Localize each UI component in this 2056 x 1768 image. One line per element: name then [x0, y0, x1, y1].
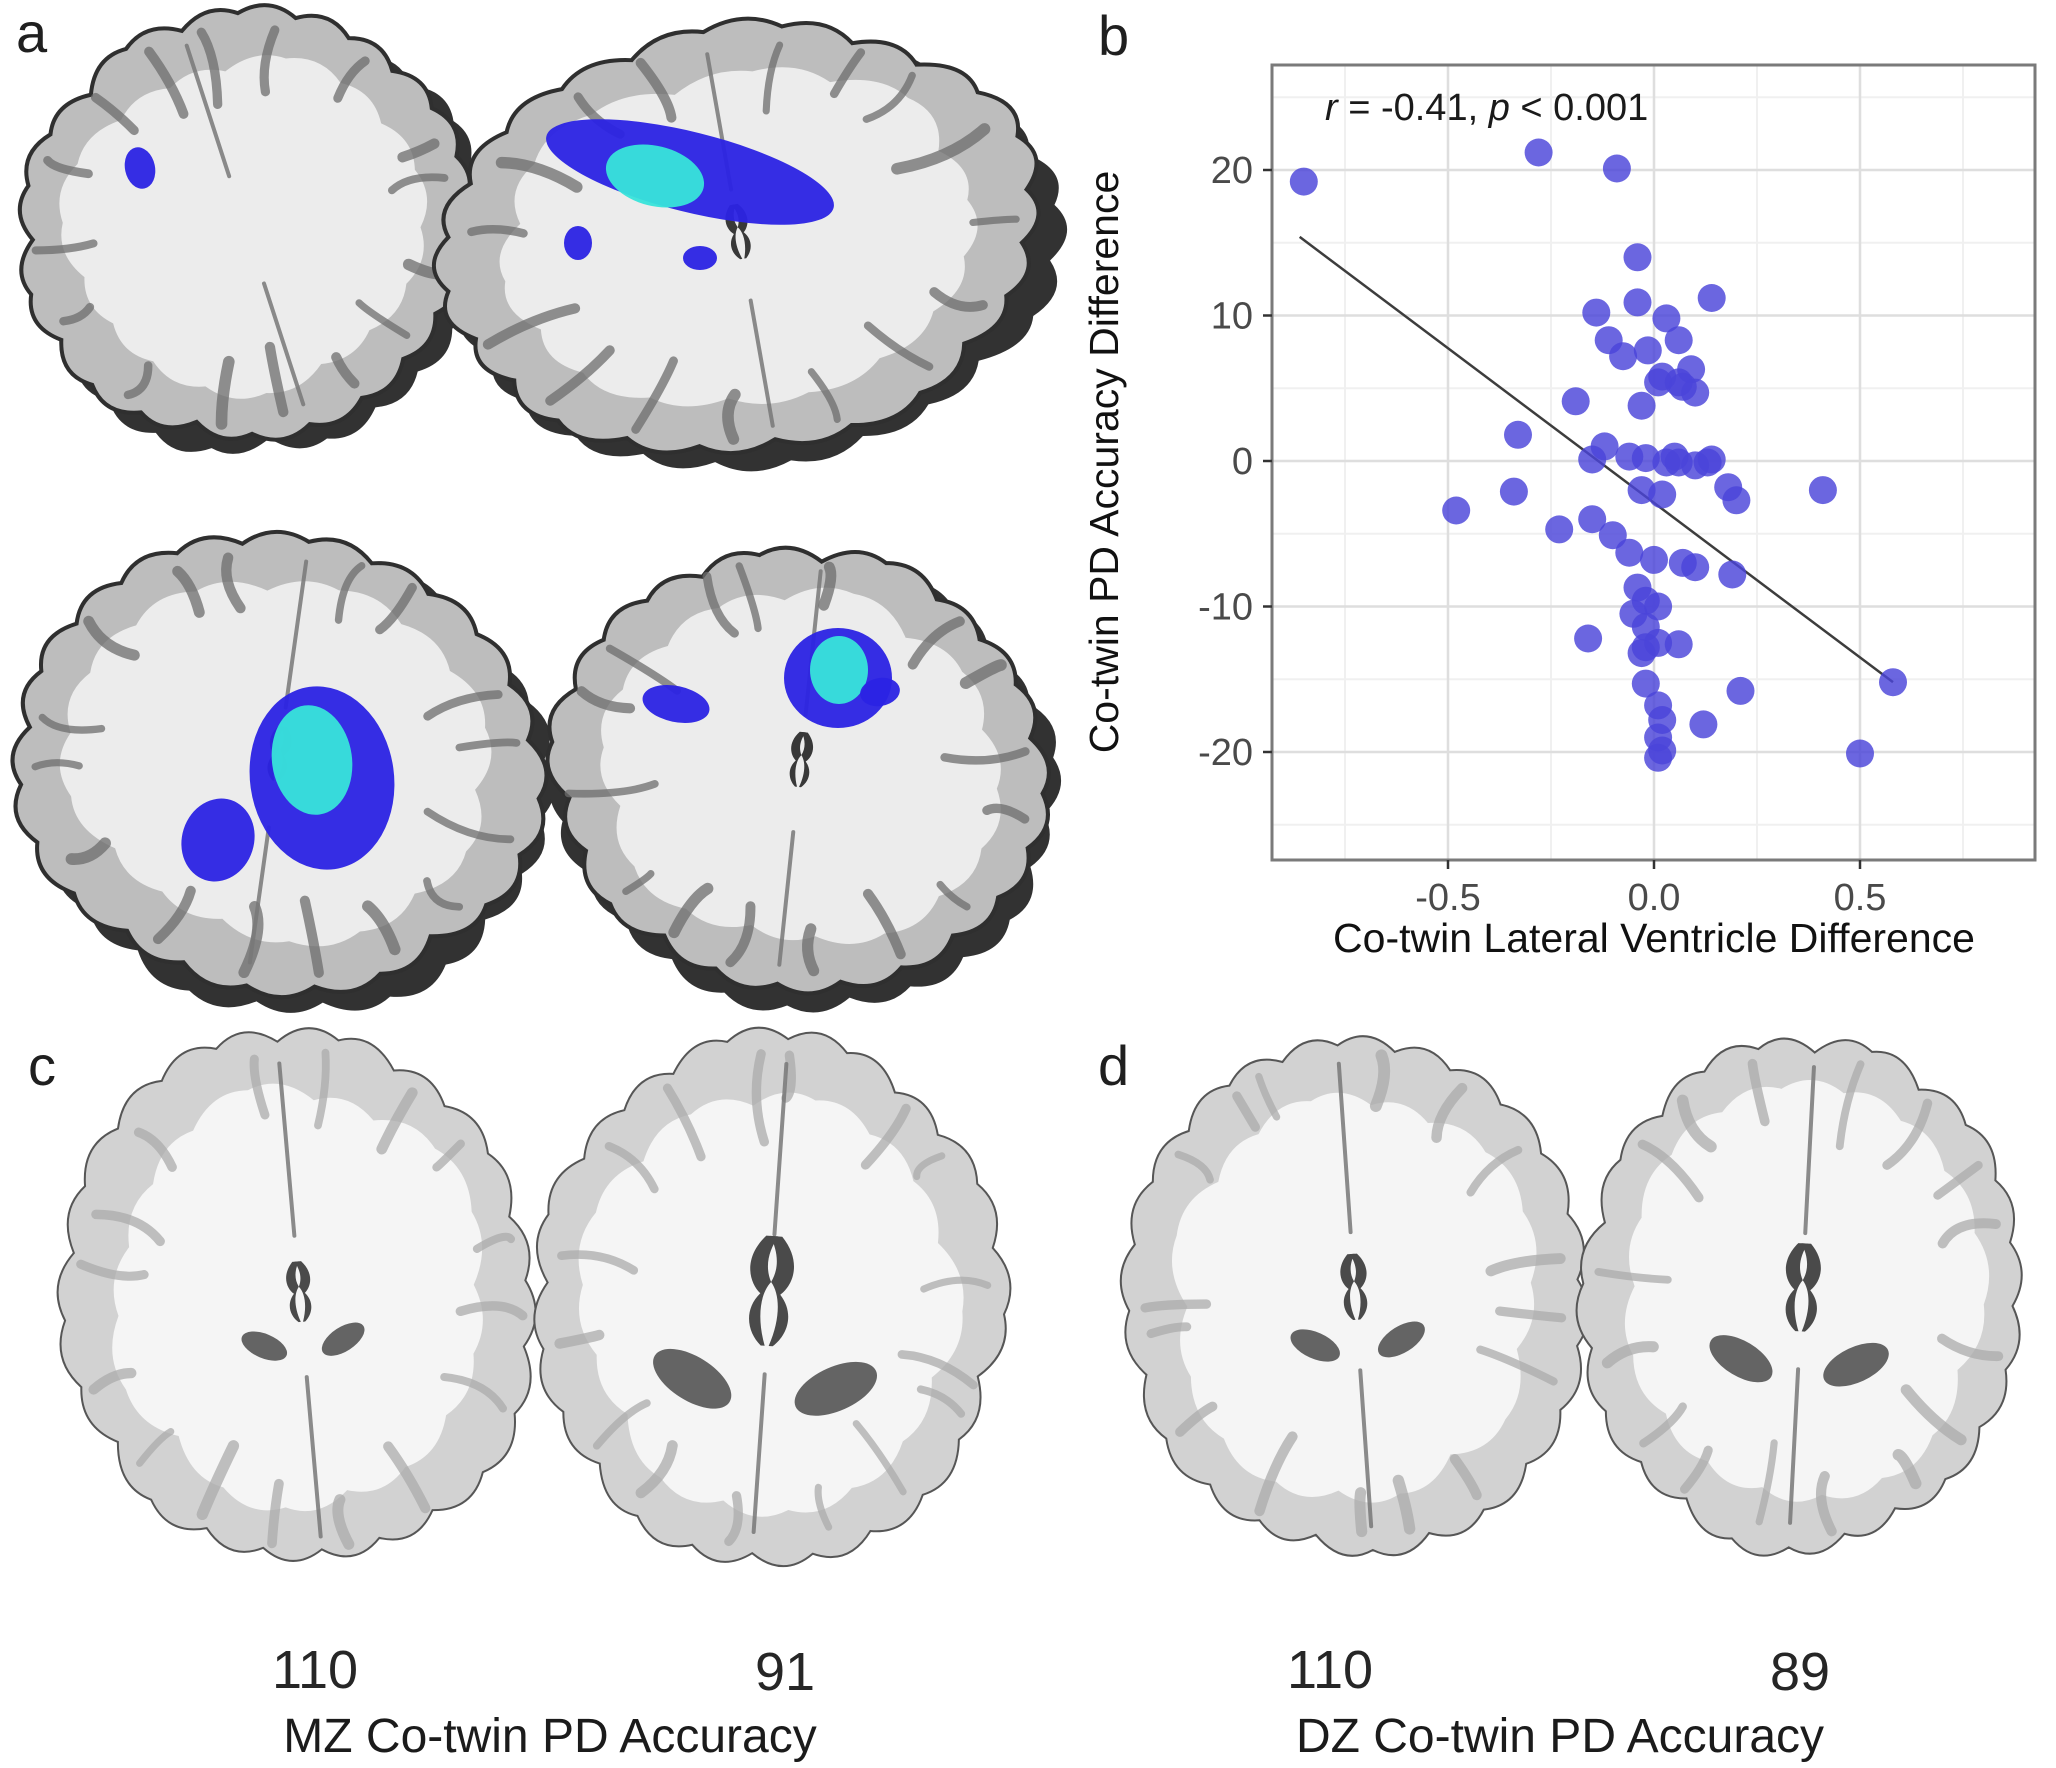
- y-tick-label: -20: [1198, 732, 1253, 774]
- brain-dz-110: [1119, 1035, 1590, 1557]
- data-point: [1644, 743, 1673, 772]
- panel-letter-a: a: [16, 1, 48, 64]
- data-point: [1289, 167, 1318, 196]
- data-point: [1664, 630, 1693, 659]
- data-point: [1697, 284, 1726, 312]
- data-point: [1652, 304, 1681, 333]
- panel-d-accuracy-left: 110: [1287, 1640, 1373, 1700]
- data-point: [1631, 633, 1660, 662]
- axis-ticks: -0.5 0.0 0.5 -20 -10 0 10 20: [1198, 150, 1886, 919]
- correlation-annotation: r = -0.41, p < 0.001: [1325, 87, 1648, 129]
- data-point: [1689, 710, 1718, 739]
- activation-cluster: [810, 636, 868, 704]
- data-point: [1648, 480, 1677, 509]
- data-point: [1609, 342, 1638, 371]
- data-point: [1442, 496, 1471, 525]
- data-point: [1722, 486, 1751, 515]
- data-point: [1615, 538, 1644, 567]
- x-tick-label: -0.5: [1415, 877, 1480, 919]
- data-point: [1726, 676, 1755, 705]
- panel-letter-b: b: [1098, 4, 1129, 67]
- lateral-ventricles: [789, 731, 814, 788]
- activation-cluster: [124, 147, 156, 189]
- x-tick-label: 0.5: [1834, 877, 1887, 919]
- data-point: [1631, 669, 1660, 698]
- data-point: [1545, 515, 1574, 544]
- data-point: [1574, 624, 1603, 653]
- y-tick-label: 0: [1232, 441, 1253, 483]
- lateral-ventricles: [241, 1261, 365, 1361]
- data-point: [1499, 477, 1528, 506]
- y-axis-title: Co-twin PD Accuracy Difference: [1081, 171, 1127, 754]
- p-symbol: p: [1488, 87, 1510, 129]
- activation-cluster: [642, 685, 710, 723]
- data-point: [1808, 476, 1837, 505]
- p-value: < 0.001: [1510, 87, 1648, 129]
- brain-slice-a2: [432, 16, 1068, 472]
- panel-c-accuracy-right: 91: [755, 1642, 815, 1702]
- data-point: [1644, 592, 1673, 621]
- panel-a-brain-overlays: [10, 3, 1068, 1013]
- lateral-ventricles: [653, 1235, 878, 1416]
- data-point: [1504, 420, 1532, 449]
- panel-d-dz-brains: [1119, 1035, 2023, 1557]
- x-tick-label: 0.0: [1628, 877, 1681, 919]
- activation-cluster: [564, 226, 592, 260]
- data-point: [1598, 521, 1627, 550]
- data-point: [1846, 739, 1874, 768]
- data-point: [1578, 505, 1607, 534]
- data-point: [1561, 387, 1590, 416]
- panel-letter-c: c: [28, 1034, 56, 1097]
- panel-letter-d: d: [1098, 1034, 1129, 1097]
- data-point: [1640, 545, 1668, 574]
- data-point: [1681, 378, 1710, 407]
- y-tick-label: 10: [1211, 296, 1253, 338]
- brain-dz-89: [1575, 1037, 2023, 1557]
- data-point: [1627, 391, 1656, 420]
- brain-slice-a4: [545, 545, 1062, 1013]
- panel-d-accuracy-right: 89: [1770, 1642, 1830, 1702]
- activation-cluster: [605, 144, 705, 208]
- data-point: [1578, 445, 1607, 474]
- y-tick-label: -10: [1198, 587, 1253, 629]
- panel-c-caption: MZ Co-twin PD Accuracy: [283, 1710, 816, 1763]
- brain-mz-110: [56, 1027, 537, 1562]
- brain-slice-a1: [17, 3, 493, 454]
- data-point: [1602, 154, 1631, 183]
- lateral-ventricles: [1709, 1243, 1889, 1387]
- data-point: [1633, 336, 1662, 365]
- brain-mz-91: [533, 1026, 1012, 1567]
- x-axis-title: Co-twin Lateral Ventricle Difference: [1333, 915, 1975, 961]
- data-point: [1879, 668, 1907, 697]
- r-value: = -0.41,: [1338, 87, 1489, 129]
- data-point: [1623, 243, 1652, 272]
- data-point: [1524, 138, 1553, 167]
- activation-cluster: [860, 677, 900, 707]
- panel-b-scatterplot: -0.5 0.0 0.5 -20 -10 0 10 20: [1198, 63, 2037, 919]
- panel-c-accuracy-left: 110: [272, 1640, 358, 1700]
- data-point: [1718, 560, 1747, 589]
- scatter-points: [1289, 138, 1907, 772]
- data-point: [1644, 368, 1673, 397]
- data-point: [1623, 288, 1652, 317]
- data-point: [1664, 326, 1693, 355]
- panel-c-mz-brains: [56, 1026, 1012, 1567]
- activation-cluster: [181, 798, 255, 882]
- data-point: [1693, 448, 1722, 477]
- data-point: [1681, 553, 1710, 582]
- y-tick-label: 20: [1211, 150, 1253, 192]
- r-symbol: r: [1325, 87, 1339, 129]
- panel-d-caption: DZ Co-twin PD Accuracy: [1296, 1710, 1824, 1763]
- lateral-ventricles: [1290, 1253, 1425, 1362]
- activation-cluster: [683, 246, 717, 270]
- activation-cluster: [271, 705, 353, 815]
- data-point: [1582, 298, 1611, 327]
